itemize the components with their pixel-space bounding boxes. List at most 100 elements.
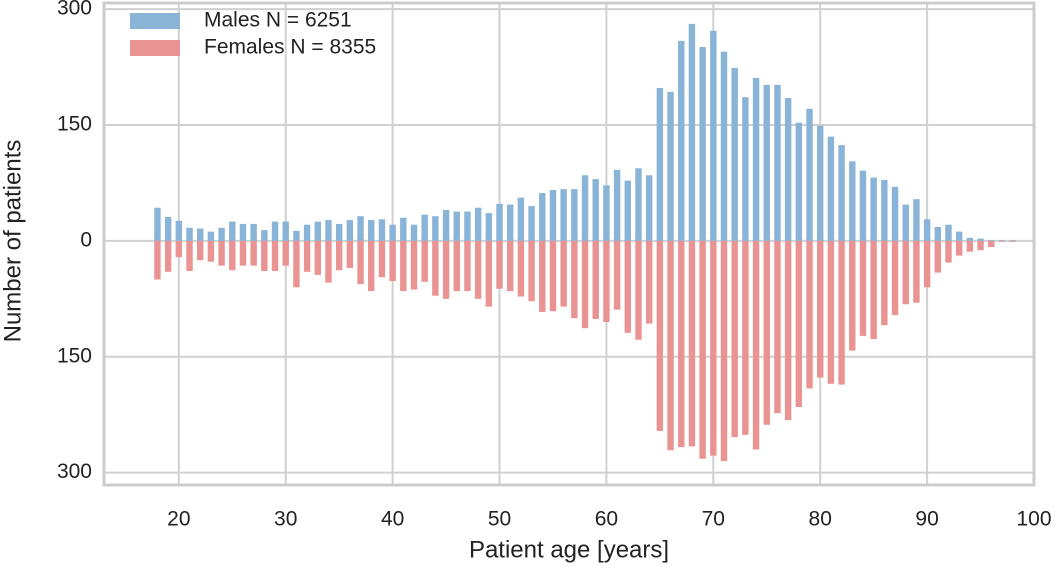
bar — [368, 240, 375, 292]
bar — [913, 240, 920, 303]
bar — [710, 30, 717, 241]
bar — [421, 240, 428, 282]
bar — [229, 221, 236, 241]
bar — [186, 240, 193, 272]
x-axis-label: Patient age [years] — [469, 536, 669, 563]
bar — [496, 203, 503, 241]
x-tick-label: 20 — [167, 508, 190, 531]
bar — [507, 240, 514, 292]
bar — [720, 51, 728, 241]
bar — [400, 240, 407, 292]
bar — [357, 216, 364, 241]
bar — [1009, 240, 1016, 241]
bar — [645, 240, 653, 324]
x-tick-label: 100 — [1016, 508, 1051, 531]
bar — [453, 211, 460, 241]
bar — [902, 240, 909, 305]
bar — [218, 240, 225, 266]
bar — [849, 161, 856, 241]
bar — [560, 240, 567, 307]
plot-frame — [102, 1, 1036, 487]
bar — [474, 207, 482, 241]
x-tick-label: 40 — [381, 508, 404, 531]
bar — [699, 240, 706, 459]
bar — [197, 228, 204, 241]
bar — [314, 240, 321, 275]
bar — [581, 240, 589, 329]
bar — [539, 193, 546, 241]
bar — [571, 189, 578, 241]
y-tick-label: 150 — [57, 344, 92, 367]
bar — [988, 240, 995, 241]
bar — [346, 220, 354, 241]
bar — [667, 91, 674, 241]
bar — [528, 206, 535, 241]
bar — [539, 240, 546, 312]
bar — [774, 84, 781, 241]
bar — [432, 216, 439, 241]
bar — [218, 227, 225, 241]
bar — [271, 221, 279, 241]
legend-label: Males N = 6251 — [204, 9, 352, 32]
y-tick-label: 150 — [57, 113, 92, 136]
bar — [325, 220, 332, 241]
bar — [613, 169, 621, 241]
bar — [678, 40, 685, 241]
bar — [955, 240, 963, 256]
bar — [261, 240, 268, 272]
bar — [175, 240, 183, 258]
bar — [827, 240, 835, 384]
bar — [592, 179, 599, 241]
legend-swatch — [130, 40, 180, 56]
x-tick-label: 50 — [488, 508, 511, 531]
bar — [870, 177, 877, 241]
bar — [432, 240, 439, 296]
bar — [207, 240, 215, 262]
bar — [378, 219, 386, 241]
bar — [784, 240, 792, 421]
bar — [998, 240, 1006, 242]
bar — [368, 220, 375, 241]
bar — [977, 238, 984, 241]
bar — [603, 185, 610, 241]
bar — [838, 145, 845, 241]
bar — [1009, 240, 1016, 242]
bar — [239, 223, 247, 241]
bar — [325, 240, 332, 283]
bar — [335, 223, 343, 241]
bar — [731, 240, 738, 438]
bar — [517, 240, 525, 297]
y-tick-label: 300 — [57, 0, 92, 20]
bar — [934, 227, 941, 241]
bar — [175, 220, 183, 241]
bar — [400, 217, 407, 241]
bar — [357, 240, 364, 285]
bar — [303, 240, 311, 272]
bar — [229, 240, 236, 271]
bar — [966, 240, 974, 252]
bar — [560, 189, 567, 241]
bar — [154, 207, 161, 241]
bar — [624, 240, 631, 333]
bar — [752, 77, 760, 241]
bar — [389, 240, 396, 282]
bar — [624, 180, 631, 241]
bar — [710, 240, 717, 456]
bar — [977, 240, 984, 251]
bar — [795, 240, 803, 407]
bar — [763, 84, 770, 241]
bar — [293, 230, 300, 241]
bar — [410, 240, 418, 290]
bar — [517, 197, 525, 241]
bar — [239, 240, 247, 266]
bar — [988, 240, 995, 248]
bar — [496, 240, 503, 289]
bar — [784, 98, 792, 241]
bar — [742, 240, 749, 435]
bar — [955, 231, 963, 241]
bar — [827, 136, 835, 241]
bar — [485, 213, 493, 241]
x-tick-label: 30 — [274, 508, 297, 531]
bar — [410, 224, 418, 241]
bar — [688, 23, 696, 241]
